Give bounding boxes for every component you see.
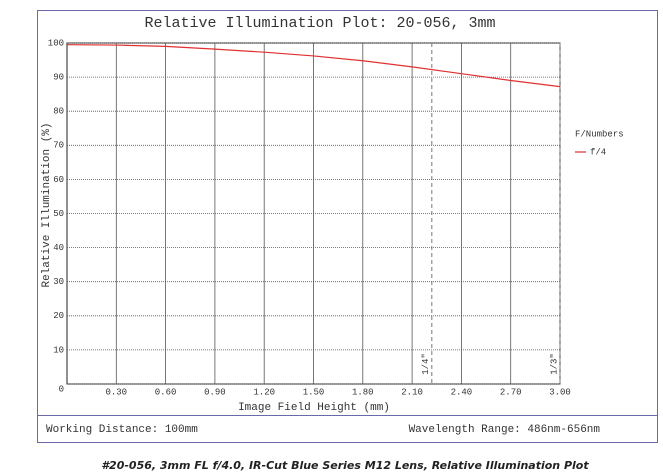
- y-tick-label: 80: [53, 107, 64, 117]
- chart-title: Relative Illumination Plot: 20-056, 3mm: [144, 15, 495, 32]
- x-tick-label: 3.00: [549, 387, 571, 397]
- y-tick-label: 0: [59, 384, 64, 394]
- x-tick-label: 0.30: [105, 387, 127, 397]
- x-tick-label: 0.90: [204, 387, 226, 397]
- y-tick-label: 20: [53, 311, 64, 321]
- y-tick-label: 50: [53, 209, 64, 219]
- caption: #20-056, 3mm FL f/4.0, IR-Cut Blue Serie…: [101, 459, 589, 472]
- frame: [37, 10, 658, 443]
- x-tick-label: 2.40: [451, 387, 473, 397]
- y-tick-label: 30: [53, 277, 64, 287]
- y-tick-label: 100: [48, 38, 64, 48]
- x-tick-label: 2.70: [500, 387, 522, 397]
- y-tick-label: 60: [53, 175, 64, 185]
- y-tick-label: 10: [53, 345, 64, 355]
- footer-right: Wavelength Range: 486nm-656nm: [409, 424, 601, 436]
- reference-label: 1/4": [421, 353, 431, 375]
- x-tick-label: 1.20: [253, 387, 275, 397]
- y-tick-label: 40: [53, 243, 64, 253]
- legend-label: f/4: [590, 147, 606, 157]
- x-tick-label: 2.10: [401, 387, 423, 397]
- x-tick-label: 1.80: [352, 387, 374, 397]
- x-axis-label: Image Field Height (mm): [238, 402, 390, 414]
- data-line: [66, 44, 561, 88]
- y-tick-label: 90: [53, 72, 64, 82]
- footer-left: Working Distance: 100mm: [46, 424, 198, 436]
- reference-label: 1/3": [549, 353, 559, 375]
- x-tick-label: 0.60: [155, 387, 177, 397]
- y-axis-label: Relative Illumination (%): [41, 122, 53, 287]
- y-tick-label: 70: [53, 141, 64, 151]
- legend-title: F/Numbers: [575, 129, 624, 139]
- x-tick-label: 1.50: [303, 387, 325, 397]
